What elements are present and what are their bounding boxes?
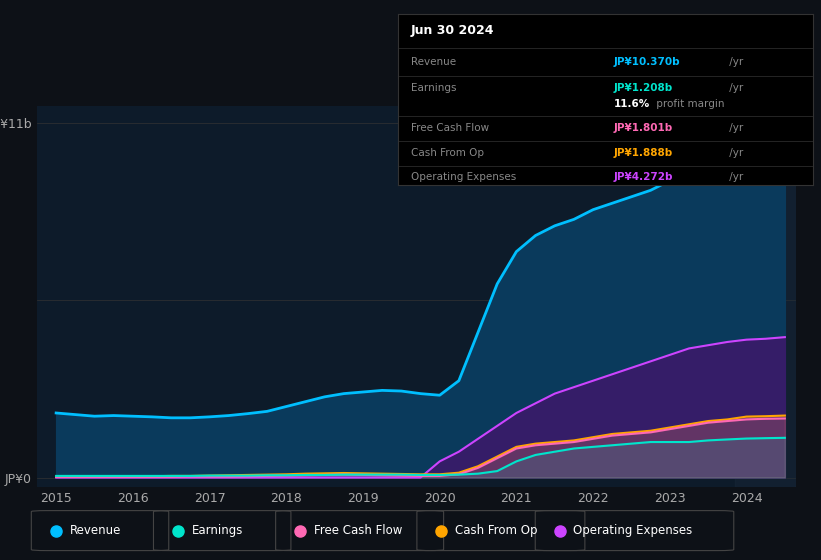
Text: /yr: /yr [726, 57, 743, 67]
Text: JP¥1.801b: JP¥1.801b [614, 123, 673, 133]
Text: 11.6%: 11.6% [614, 99, 650, 109]
Text: profit margin: profit margin [654, 99, 725, 109]
Text: Cash From Op: Cash From Op [455, 524, 538, 537]
Bar [735, 106, 796, 487]
Text: Free Cash Flow: Free Cash Flow [314, 524, 402, 537]
Text: Revenue: Revenue [410, 57, 456, 67]
Text: /yr: /yr [726, 148, 743, 158]
Text: JP¥1.208b: JP¥1.208b [614, 83, 673, 94]
Text: JP¥1.888b: JP¥1.888b [614, 148, 673, 158]
Text: Free Cash Flow: Free Cash Flow [410, 123, 488, 133]
Text: /yr: /yr [726, 172, 743, 182]
Text: JP¥4.272b: JP¥4.272b [614, 172, 673, 182]
Text: /yr: /yr [726, 123, 743, 133]
Text: Earnings: Earnings [191, 524, 243, 537]
Text: /yr: /yr [726, 83, 743, 94]
Text: Jun 30 2024: Jun 30 2024 [410, 24, 494, 38]
Text: Cash From Op: Cash From Op [410, 148, 484, 158]
Text: Revenue: Revenue [70, 524, 121, 537]
Text: JP¥10.370b: JP¥10.370b [614, 57, 681, 67]
Text: Operating Expenses: Operating Expenses [410, 172, 516, 182]
Text: Operating Expenses: Operating Expenses [573, 524, 693, 537]
Text: Earnings: Earnings [410, 83, 456, 94]
